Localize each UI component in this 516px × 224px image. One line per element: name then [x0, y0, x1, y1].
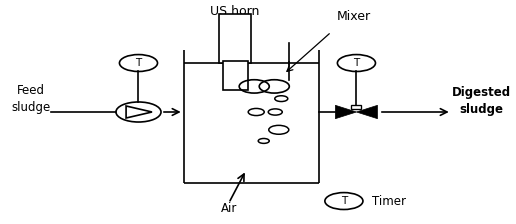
Text: Feed
sludge: Feed sludge	[11, 84, 51, 114]
Text: US horn: US horn	[211, 5, 260, 18]
Text: T: T	[135, 58, 141, 68]
Polygon shape	[357, 105, 378, 119]
Text: Timer: Timer	[372, 195, 406, 208]
Text: Digested
sludge: Digested sludge	[452, 86, 511, 116]
Bar	[219, 14, 251, 63]
Text: Air: Air	[220, 202, 237, 215]
Bar	[223, 61, 248, 90]
Text: T: T	[341, 196, 347, 206]
Text: Mixer: Mixer	[336, 10, 370, 23]
Bar	[351, 105, 361, 109]
Polygon shape	[335, 105, 357, 119]
Text: T: T	[353, 58, 360, 68]
